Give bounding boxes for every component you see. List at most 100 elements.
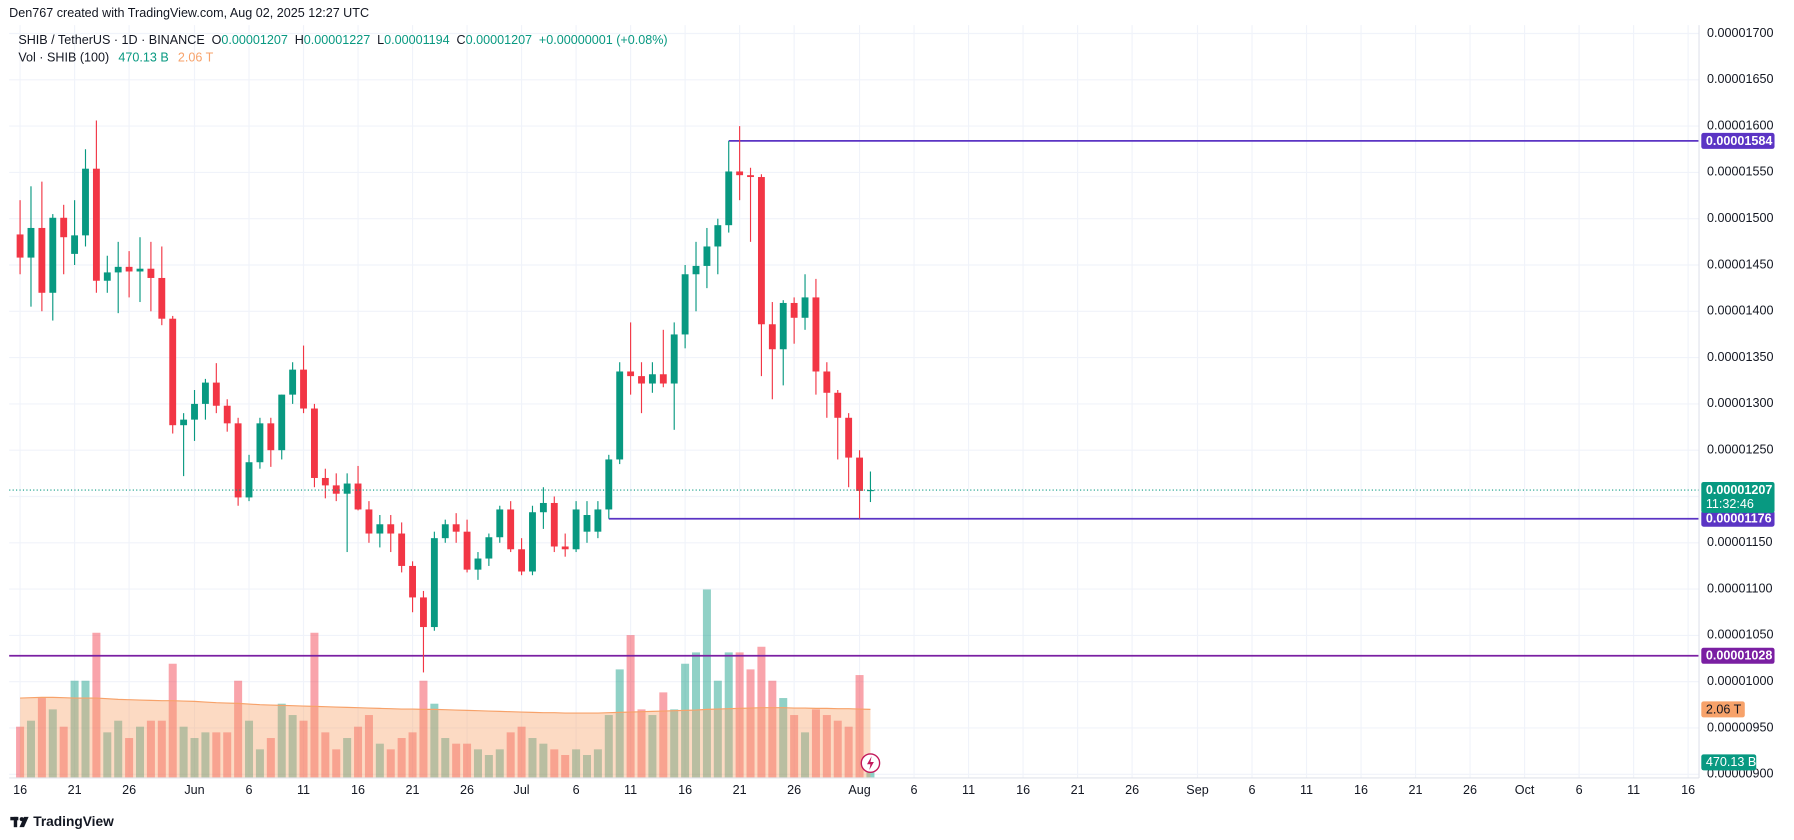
logo [10,816,29,828]
y-tick-label: 0.00001450 [1707,257,1773,271]
candle-body [114,266,122,273]
volume-bar [702,589,711,778]
volume-bar [506,732,515,778]
grid [9,25,1700,778]
volume-bar [724,652,733,778]
volume-bar [452,743,461,778]
candle-body [572,509,580,550]
y-tick-label: 0.00000950 [1707,720,1773,734]
y-tick-label: 0.00001700 [1707,26,1773,40]
candle-body [169,318,177,426]
x-tick-label: Aug [848,783,870,797]
candle-body [801,297,809,318]
symbol: SHIB / TetherUS · 1D · BINANCE [18,34,204,48]
candle-body [463,531,471,570]
price-label-box [1701,510,1775,527]
y-tick-label: 0.00001150 [1707,535,1773,549]
volume-bar [441,738,450,778]
candle-body [736,171,744,176]
candle-body [430,538,438,628]
candle-body [496,509,504,538]
volume-bar [495,749,504,778]
volume-bar [419,680,428,778]
volume-bar [321,732,330,778]
volume-bar [81,680,90,778]
candle-body [594,509,602,532]
ohlc-letter: O [212,34,222,48]
volume-bar [463,743,472,778]
volume-bar [735,652,744,778]
candle-body [441,524,449,539]
volume-bar [26,720,35,778]
volume-bar [626,635,635,778]
candle-body [201,382,209,404]
candle-body [158,277,166,319]
x-tick-label: 16 [351,783,365,797]
candle-body [147,268,155,278]
volume-bar [746,669,755,778]
candle-body [507,509,515,550]
credit: Den767 created with TradingView.com, Aug… [9,6,369,20]
price-label: 0.00001584 [1706,134,1772,148]
candle-body [550,502,558,547]
x-tick-label: 11 [1627,783,1640,797]
candle-body [725,171,733,226]
candle-body [485,537,493,559]
volume-bar [288,715,297,778]
volume-bar [528,738,537,778]
candle-body [278,394,286,451]
volume-bar [615,669,624,778]
candle-body [103,272,111,281]
x-tick-label: 11 [624,783,637,797]
candle-body [60,217,68,238]
y-tick-label: 0.00001000 [1707,674,1773,688]
volume-bar [266,738,275,778]
candle-body [300,369,307,409]
volume-bar [92,632,101,778]
candle-body [365,509,373,534]
candle-body [779,302,787,350]
volume-bar [790,715,799,778]
volume-ma-box [1701,701,1745,718]
x-tick-label: Sep [1186,783,1208,797]
volume-bar [517,726,526,778]
candle-body [561,546,569,550]
volume-bar [70,680,79,778]
volume-bar [179,726,188,778]
logo-part [13,816,18,828]
x-tick-label: Jul [514,783,530,797]
y-tick-label: 0.00001600 [1707,118,1773,132]
candle-body [420,597,427,628]
x-tick-label: 6 [1576,783,1583,797]
volume-bar [408,732,417,778]
candle-body [474,558,482,570]
plot [9,120,1700,778]
volume-bar [822,715,831,778]
volume-bar [648,715,657,778]
ohlc-letter: L [377,34,384,48]
volume-bar [473,749,482,778]
x-tick-label: 11 [297,783,310,797]
ohlc-value: 0.00001207 [466,34,532,48]
candle-body [289,369,297,395]
candle-body [703,246,711,266]
candle-body [245,462,253,498]
volume-bar [550,749,559,778]
candle-body [49,217,57,293]
x-tick-label: 21 [68,783,82,797]
candle-body [692,265,700,275]
candle-body [234,423,242,498]
candle-body [223,405,231,424]
volume-bar [572,749,581,778]
x-tick-label: 26 [787,783,801,797]
volume-value: 470.13 B [118,51,168,65]
candle-body [648,374,656,384]
volume-ma-label: 2.06 T [1706,702,1742,716]
candle-body [38,227,46,293]
y-tick-label: 0.00001500 [1707,211,1773,225]
candle-body [212,382,220,406]
volume-bar [593,749,602,778]
y-tick-label: 0.00001300 [1707,396,1773,410]
volume-bar [190,738,199,778]
